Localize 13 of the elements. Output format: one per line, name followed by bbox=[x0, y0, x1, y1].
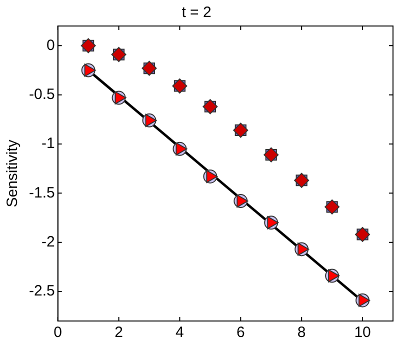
y-tick-label: -1 bbox=[42, 135, 55, 152]
y-tick-label: -1.5 bbox=[28, 184, 55, 202]
y-tick-label: -2 bbox=[42, 233, 55, 250]
x-tick-label: 4 bbox=[176, 324, 184, 342]
x-tick-label: 2 bbox=[114, 324, 123, 342]
x-tick-label: 6 bbox=[236, 324, 245, 342]
chart-title: t = 2 bbox=[182, 4, 212, 22]
y-axis-title: Sensitivity bbox=[4, 139, 22, 208]
y-tick-label: -0.5 bbox=[28, 86, 55, 103]
y-tick-label: -2.5 bbox=[28, 282, 55, 300]
y-tick-label: 0 bbox=[46, 36, 55, 54]
x-tick-label: 10 bbox=[354, 324, 371, 342]
x-tick-label: 8 bbox=[297, 324, 306, 342]
